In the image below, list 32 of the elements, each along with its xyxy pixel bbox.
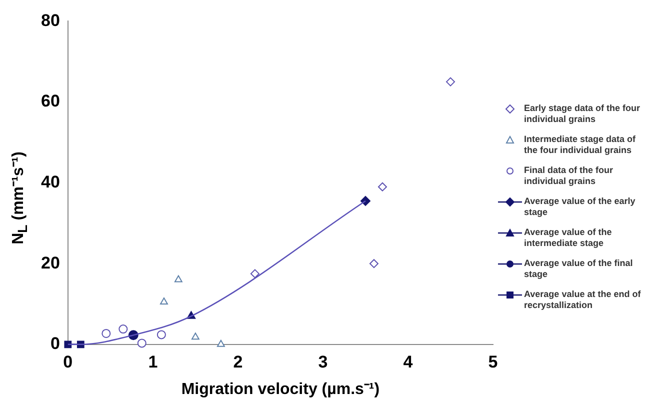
x-axis-title: Migration velocity (µm.s⁻¹) — [181, 380, 380, 398]
point — [137, 338, 146, 348]
legend-label: Average value of the early stage — [524, 196, 636, 218]
y-tick-label: 80 — [40, 10, 60, 30]
point — [378, 182, 387, 192]
point — [64, 340, 72, 348]
point — [156, 330, 166, 340]
legend-label: Final data of the four individual grains — [524, 165, 614, 187]
point — [160, 297, 168, 304]
x-tick-label: 5 — [488, 352, 498, 372]
x-tick-label: 0 — [63, 352, 73, 372]
legend-label: Average value of the intermediate stage — [524, 227, 613, 249]
legend-label: Early stage data of the four individual grains — [524, 103, 642, 125]
y-tick-label: 40 — [40, 172, 60, 192]
legend-label: Average value at the end of recrystallization — [524, 289, 642, 311]
point — [118, 324, 128, 334]
y-tick-label: 20 — [40, 253, 60, 272]
point — [174, 275, 182, 282]
point — [216, 340, 225, 347]
legend-label: Intermediate stage data of the four individual grains — [524, 134, 637, 156]
x-tick-label: 1 — [148, 352, 158, 372]
x-tick-label: 4 — [403, 352, 414, 372]
x-tick-label: 2 — [233, 352, 243, 372]
point — [369, 259, 378, 268]
point — [102, 328, 111, 338]
legend-label: Average value of the final stage — [524, 258, 634, 280]
y-tick-label: 0 — [50, 334, 60, 354]
point — [250, 269, 260, 278]
x-tick-label: 3 — [318, 352, 328, 372]
y-tick-label: 60 — [40, 92, 60, 111]
point — [446, 77, 455, 86]
point — [191, 332, 200, 340]
